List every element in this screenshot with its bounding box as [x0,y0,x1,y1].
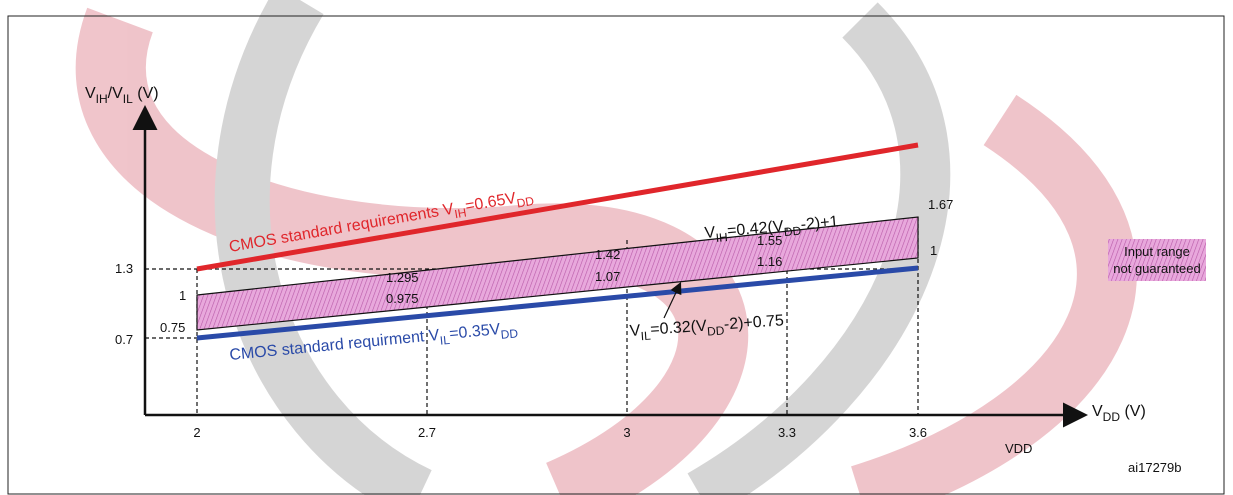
point-label: 1.55 [757,233,782,248]
point-label: 0.975 [386,291,419,306]
x-tick-label: 3 [623,425,630,440]
y-axis-label: VIH/VIL (V) [85,85,159,106]
x-tick-label: 3.3 [778,425,796,440]
point-label: 1.295 [386,270,419,285]
point-label: 1.42 [595,247,620,262]
y-tick-label: 0.7 [115,332,133,347]
vih-formula: VIH=0.42(VDD-2)+1 [704,213,840,246]
formula-arrow [663,281,682,319]
vil-cmos-line [196,265,919,341]
x-tick-label: 2 [193,425,200,440]
point-label: 1 [179,288,186,303]
point-label: 0.75 [160,320,185,335]
x-name: VDD [1005,441,1032,456]
vih-cmos-line [196,142,919,272]
legend-swatch [1108,239,1206,281]
y-tick-label: 1.3 [115,261,133,276]
vil-formula: VIL=0.32(VDD-2)+0.75 [629,312,785,344]
point-label: 1 [930,243,937,258]
point-label: 1.16 [757,254,782,269]
x-tick-label: 3.6 [909,425,927,440]
x-tick-label: 2.7 [418,425,436,440]
figure-id: ai17279b [1128,460,1182,475]
legend-text: Input range [1124,244,1190,259]
point-label: 1.67 [928,197,953,212]
input-range-band [196,216,919,331]
x-ticks: 2 2.7 3 3.3 3.6 [193,425,927,440]
x-axis-label: VDD (V) [1092,403,1146,424]
legend-text: not guaranteed [1113,261,1200,276]
frame [7,15,1225,495]
point-label: 1.07 [595,269,620,284]
point-labels: 1 0.75 1.295 0.975 1.42 1.07 1.55 1.16 1… [160,197,953,335]
